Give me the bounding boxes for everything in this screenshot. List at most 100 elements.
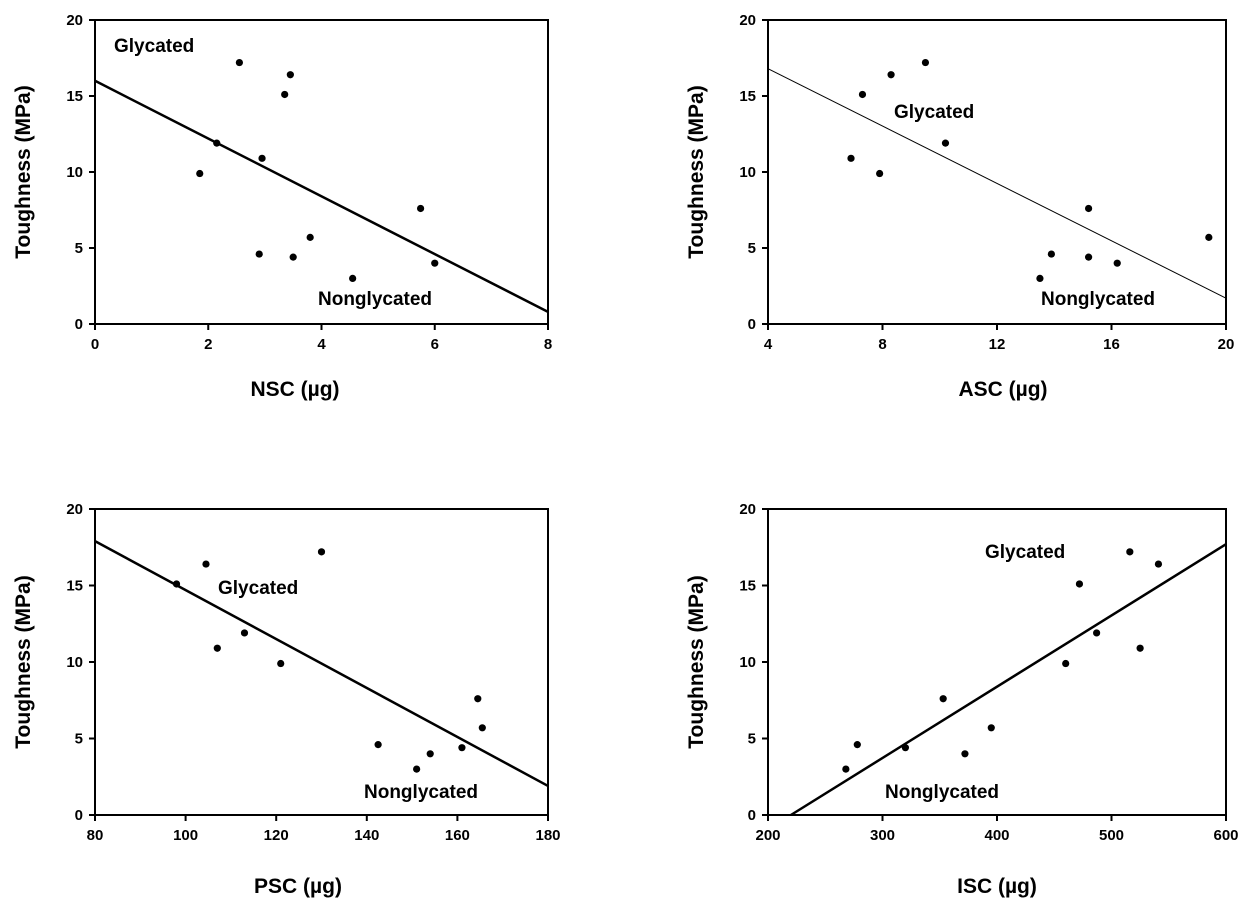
data-point — [939, 695, 947, 703]
point-layer — [196, 58, 439, 282]
annotation-glycated: Glycated — [894, 102, 974, 123]
x-tick-label: 16 — [1103, 336, 1120, 353]
data-point — [478, 724, 486, 732]
data-point — [258, 154, 266, 162]
x-axis-label: ASC (µg) — [958, 378, 1047, 401]
annotation-glycated: Glycated — [218, 578, 298, 599]
data-point — [1205, 233, 1213, 241]
data-point — [1047, 250, 1055, 258]
x-tick-label: 500 — [1099, 827, 1124, 844]
data-point — [1136, 644, 1144, 652]
data-point — [1085, 204, 1093, 213]
y-tick-label: 20 — [66, 12, 83, 29]
data-point — [255, 250, 263, 258]
data-point — [1075, 580, 1084, 588]
y-tick-label: 10 — [739, 164, 756, 181]
y-tick-label: 5 — [748, 240, 756, 257]
data-point — [1113, 259, 1121, 267]
data-point — [202, 560, 210, 568]
data-point — [458, 744, 466, 752]
panel-psc: 80 100 120 140 160 180 0 5 10 15 20 Glycated Nongl… — [12, 501, 561, 898]
point-layer — [172, 548, 486, 773]
y-tick-label: 5 — [75, 240, 83, 257]
data-point — [416, 204, 425, 213]
data-point — [196, 169, 204, 178]
data-point — [1126, 548, 1134, 556]
x-tick-label: 12 — [989, 336, 1006, 353]
x-axis-label: ISC (µg) — [957, 875, 1037, 898]
y-tick-label: 15 — [739, 578, 756, 595]
data-point — [172, 580, 181, 588]
x-tick-label: 2 — [204, 336, 212, 353]
annotation-nonglycated: Nonglycated — [364, 782, 478, 803]
data-point — [1154, 560, 1163, 568]
tick-layer: 200 300 400 500 600 0 5 10 15 20 — [739, 501, 1238, 844]
data-point — [987, 724, 995, 732]
data-point — [474, 695, 482, 703]
annotation-glycated: Glycated — [114, 36, 194, 57]
data-point — [941, 139, 950, 147]
annotation-nonglycated: Nonglycated — [885, 782, 999, 803]
x-tick-label: 20 — [1218, 336, 1235, 353]
data-point — [413, 765, 421, 773]
y-tick-label: 15 — [739, 88, 756, 105]
x-tick-label: 160 — [445, 827, 470, 844]
regression-line — [767, 68, 1227, 299]
data-point — [1085, 253, 1093, 261]
x-tick-label: 120 — [264, 827, 289, 844]
panel-asc: 4 8 12 16 20 0 5 10 15 20 Glycated Nonglycated AS… — [685, 12, 1234, 401]
data-point — [374, 741, 382, 749]
x-tick-label: 4 — [764, 336, 773, 353]
data-point — [281, 90, 289, 99]
data-point — [853, 741, 861, 749]
x-tick-label: 600 — [1213, 827, 1238, 844]
data-point — [887, 71, 895, 79]
data-point — [1093, 629, 1101, 637]
data-point — [431, 259, 439, 267]
x-tick-label: 4 — [317, 336, 326, 353]
regression-line — [94, 79, 549, 313]
y-tick-label: 5 — [75, 731, 83, 748]
panel-nsc: 0 2 4 6 8 0 5 10 15 20 Glycated Nonglycated NSC (… — [12, 12, 552, 401]
tick-layer: 4 8 12 16 20 0 5 10 15 20 — [739, 12, 1234, 353]
data-point — [961, 750, 969, 758]
x-tick-label: 80 — [87, 827, 104, 844]
plot-frame — [767, 19, 1227, 325]
data-point — [921, 58, 930, 67]
x-axis-label: NSC (µg) — [250, 378, 339, 401]
y-tick-label: 5 — [748, 731, 756, 748]
x-tick-label: 300 — [870, 827, 895, 844]
point-layer — [842, 548, 1163, 773]
x-tick-label: 400 — [984, 827, 1009, 844]
x-axis-label: PSC (µg) — [254, 875, 342, 898]
data-point — [349, 274, 357, 282]
annotation-nonglycated: Nonglycated — [1041, 289, 1155, 310]
x-tick-label: 100 — [173, 827, 198, 844]
y-tick-label: 10 — [66, 164, 83, 181]
data-point — [901, 744, 910, 752]
y-tick-label: 0 — [748, 316, 756, 333]
panel-isc: 200 300 400 500 600 0 5 10 15 20 Glycated Nonglyc… — [685, 501, 1239, 898]
data-point — [1062, 659, 1070, 668]
x-tick-label: 180 — [535, 827, 560, 844]
data-point — [317, 548, 326, 556]
y-axis-label: Toughness (MPa) — [685, 85, 708, 258]
y-tick-label: 10 — [66, 654, 83, 671]
y-tick-label: 20 — [739, 501, 756, 518]
y-tick-label: 0 — [75, 316, 83, 333]
regression-line — [790, 543, 1227, 817]
data-point — [277, 659, 285, 668]
y-tick-label: 20 — [66, 501, 83, 518]
tick-layer: 80 100 120 140 160 180 0 5 10 15 20 — [66, 501, 560, 844]
data-point — [426, 750, 434, 758]
point-layer — [847, 58, 1213, 282]
data-point — [842, 765, 850, 773]
data-point — [240, 629, 249, 637]
y-axis-label: Toughness (MPa) — [12, 575, 35, 748]
x-tick-label: 0 — [91, 336, 99, 353]
y-axis-label: Toughness (MPa) — [685, 575, 708, 748]
y-axis-label: Toughness (MPa) — [12, 85, 35, 258]
data-point — [289, 253, 297, 261]
y-tick-label: 15 — [66, 578, 83, 595]
